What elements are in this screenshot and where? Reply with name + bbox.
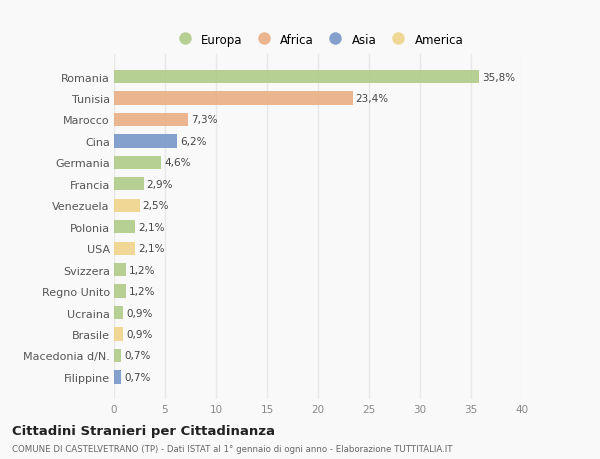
Bar — [114, 92, 353, 106]
Text: 0,7%: 0,7% — [124, 372, 151, 382]
Bar — [114, 263, 126, 277]
Bar — [114, 370, 121, 384]
Bar — [114, 221, 136, 234]
Bar — [114, 113, 188, 127]
Bar — [114, 306, 123, 319]
Text: 1,2%: 1,2% — [130, 265, 156, 275]
Text: 0,9%: 0,9% — [126, 329, 152, 339]
Bar — [114, 178, 143, 191]
Text: 1,2%: 1,2% — [130, 286, 156, 297]
Bar — [114, 242, 136, 255]
Bar — [114, 285, 126, 298]
Text: Cittadini Stranieri per Cittadinanza: Cittadini Stranieri per Cittadinanza — [12, 425, 275, 437]
Bar — [114, 135, 177, 148]
Text: 0,7%: 0,7% — [124, 351, 151, 361]
Bar — [114, 328, 123, 341]
Text: 35,8%: 35,8% — [482, 73, 515, 82]
Bar — [114, 157, 161, 170]
Legend: Europa, Africa, Asia, America: Europa, Africa, Asia, America — [173, 34, 463, 46]
Text: 23,4%: 23,4% — [356, 94, 389, 104]
Bar — [114, 71, 479, 84]
Text: 2,1%: 2,1% — [139, 244, 165, 254]
Text: 2,5%: 2,5% — [143, 201, 169, 211]
Text: 4,6%: 4,6% — [164, 158, 190, 168]
Text: 6,2%: 6,2% — [180, 137, 207, 146]
Bar — [114, 199, 139, 213]
Text: COMUNE DI CASTELVETRANO (TP) - Dati ISTAT al 1° gennaio di ogni anno - Elaborazi: COMUNE DI CASTELVETRANO (TP) - Dati ISTA… — [12, 444, 452, 453]
Text: 0,9%: 0,9% — [126, 308, 152, 318]
Bar — [114, 349, 121, 362]
Text: 7,3%: 7,3% — [191, 115, 218, 125]
Text: 2,9%: 2,9% — [146, 179, 173, 190]
Text: 2,1%: 2,1% — [139, 222, 165, 232]
